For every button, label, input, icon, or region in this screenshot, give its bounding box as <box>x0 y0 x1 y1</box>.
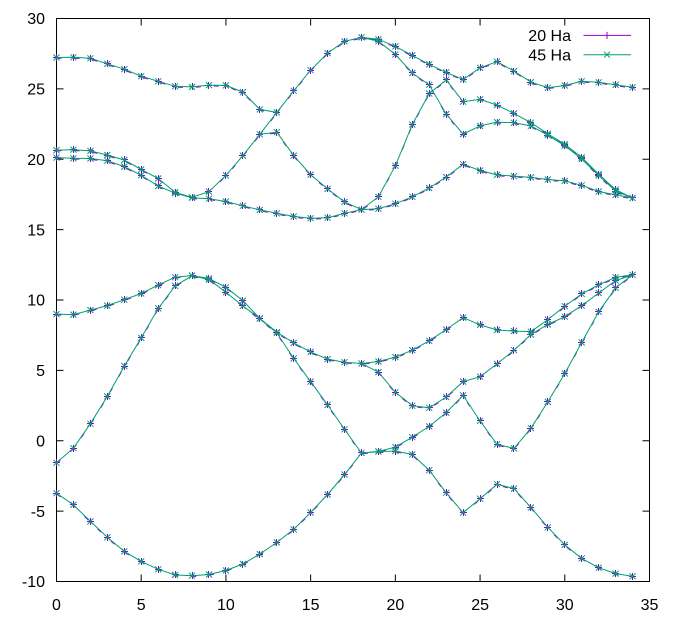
svg-text:10: 10 <box>27 293 45 310</box>
svg-text:0: 0 <box>52 597 61 614</box>
svg-text:0: 0 <box>36 433 45 450</box>
svg-text:35: 35 <box>641 597 659 614</box>
svg-text:25: 25 <box>27 82 45 99</box>
svg-text:30: 30 <box>556 597 574 614</box>
svg-text:20: 20 <box>387 597 405 614</box>
svg-text:-10: -10 <box>22 574 45 591</box>
svg-text:10: 10 <box>217 597 235 614</box>
svg-text:25: 25 <box>471 597 489 614</box>
svg-text:30: 30 <box>27 11 45 28</box>
svg-text:5: 5 <box>36 363 45 380</box>
svg-text:15: 15 <box>302 597 320 614</box>
svg-text:15: 15 <box>27 222 45 239</box>
svg-text:-5: -5 <box>31 504 45 521</box>
svg-text:20 Ha: 20 Ha <box>528 28 571 45</box>
svg-text:20: 20 <box>27 152 45 169</box>
svg-text:45 Ha: 45 Ha <box>528 47 571 64</box>
svg-text:5: 5 <box>137 597 146 614</box>
